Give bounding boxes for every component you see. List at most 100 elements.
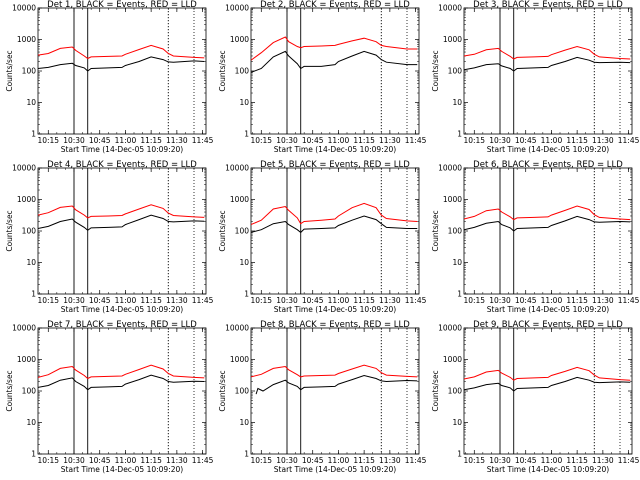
x-tick-label: 11:15 xyxy=(353,296,375,305)
plot-frame xyxy=(37,327,207,455)
x-tick-label: 10:30 xyxy=(276,136,298,145)
chart-svg: Det 1, BLACK = Events, RED = LLD 1 10 100 10… xyxy=(5,0,214,154)
x-tick-label: 10:30 xyxy=(489,296,511,305)
y-tick-label: 10 xyxy=(26,258,36,267)
x-axis-label: Start Time (14-Dec-05 10:09:20) xyxy=(274,465,396,474)
y-tick-label: 1000 xyxy=(17,195,36,204)
y-axis-label: Counts/sec xyxy=(431,210,440,251)
x-tick-label: 11:00 xyxy=(541,136,563,145)
series-line-lld xyxy=(464,366,631,381)
detector-panel: Det 4, BLACK = Events, RED = LLD 1 10 100 10… xyxy=(0,160,214,320)
x-tick-label: 10:45 xyxy=(302,456,324,465)
x-tick-label: 11:45 xyxy=(192,296,214,305)
y-tick-label: 100 xyxy=(448,227,463,236)
x-tick-label: 10:15 xyxy=(37,296,59,305)
series-line-lld xyxy=(38,364,205,380)
x-tick-label: 11:45 xyxy=(618,136,640,145)
x-tick-label: 11:30 xyxy=(379,296,401,305)
x-tick-label: 11:45 xyxy=(192,136,214,145)
y-tick-label: 10 xyxy=(26,418,36,427)
x-tick-label: 11:45 xyxy=(405,296,427,305)
y-tick-label: 1000 xyxy=(17,355,36,364)
x-tick-label: 10:45 xyxy=(89,136,111,145)
y-tick-label: 1000 xyxy=(443,35,462,44)
y-tick-label: 100 xyxy=(235,227,250,236)
x-axis-label: Start Time (14-Dec-05 10:09:20) xyxy=(274,145,396,154)
chart-svg: Det 5, BLACK = Events, RED = LLD 1 10 100 10… xyxy=(218,160,427,314)
x-tick-label: 11:30 xyxy=(592,456,614,465)
series-line-events xyxy=(464,376,631,392)
y-tick-label: 100 xyxy=(22,387,37,396)
x-axis-label: Start Time (14-Dec-05 10:09:20) xyxy=(487,145,609,154)
x-tick-label: 10:15 xyxy=(463,296,485,305)
x-tick-label: 11:00 xyxy=(541,456,563,465)
y-axis-label: Counts/sec xyxy=(218,210,227,251)
chart-title: Det 1, BLACK = Events, RED = LLD xyxy=(47,0,197,10)
y-tick-label: 10 xyxy=(452,258,462,267)
x-tick-label: 11:15 xyxy=(140,456,162,465)
x-tick-label: 11:00 xyxy=(115,296,137,305)
x-tick-label: 11:30 xyxy=(166,456,188,465)
chart-title: Det 3, BLACK = Events, RED = LLD xyxy=(473,0,623,10)
y-tick-label: 1000 xyxy=(443,355,462,364)
series-line-lld xyxy=(38,44,205,60)
y-tick-label: 100 xyxy=(22,227,37,236)
x-tick-label: 10:45 xyxy=(515,296,537,305)
y-tick-label: 1 xyxy=(457,450,462,459)
y-tick-label: 10000 xyxy=(12,164,36,173)
y-tick-label: 1 xyxy=(31,450,36,459)
series-line-events xyxy=(464,215,631,232)
chart-svg: Det 6, BLACK = Events, RED = LLD 1 10 100 10… xyxy=(431,160,640,314)
x-tick-label: 10:30 xyxy=(63,136,85,145)
detector-panel: Det 8, BLACK = Events, RED = LLD 1 10 100 10… xyxy=(213,320,427,480)
x-tick-label: 10:30 xyxy=(276,296,298,305)
y-axis-label: Counts/sec xyxy=(5,50,14,91)
x-tick-label: 11:00 xyxy=(328,136,350,145)
series-line-events xyxy=(38,374,205,391)
y-tick-label: 1 xyxy=(457,130,462,139)
x-tick-label: 11:00 xyxy=(115,136,137,145)
y-tick-label: 10000 xyxy=(438,324,462,333)
y-axis-label: Counts/sec xyxy=(218,50,227,91)
series-line-events xyxy=(251,215,418,234)
chart-svg: Det 4, BLACK = Events, RED = LLD 1 10 100 10… xyxy=(5,160,214,314)
x-tick-label: 11:30 xyxy=(166,136,188,145)
y-axis-label: Counts/sec xyxy=(431,50,440,91)
series-line-events xyxy=(464,56,631,72)
chart-title: Det 7, BLACK = Events, RED = LLD xyxy=(47,320,197,330)
plot-frame xyxy=(463,167,633,295)
x-tick-label: 10:15 xyxy=(463,136,485,145)
y-tick-label: 1 xyxy=(31,130,36,139)
chart-svg: Det 8, BLACK = Events, RED = LLD 1 10 100 10… xyxy=(218,320,427,474)
y-tick-label: 10000 xyxy=(438,164,462,173)
x-tick-label: 11:45 xyxy=(618,456,640,465)
x-tick-label: 10:30 xyxy=(63,456,85,465)
y-tick-label: 10000 xyxy=(12,324,36,333)
y-tick-label: 10 xyxy=(452,418,462,427)
x-tick-label: 10:45 xyxy=(515,136,537,145)
x-tick-label: 10:30 xyxy=(489,456,511,465)
x-tick-label: 11:30 xyxy=(166,296,188,305)
y-tick-label: 1000 xyxy=(17,35,36,44)
x-tick-label: 10:30 xyxy=(63,296,85,305)
x-tick-label: 11:45 xyxy=(405,456,427,465)
chart-svg: Det 3, BLACK = Events, RED = LLD 1 10 100 10… xyxy=(431,0,640,154)
y-tick-label: 100 xyxy=(235,67,250,76)
x-tick-label: 11:15 xyxy=(566,456,588,465)
y-tick-label: 100 xyxy=(235,387,250,396)
x-tick-label: 10:15 xyxy=(37,456,59,465)
series-line-lld xyxy=(464,45,631,60)
y-tick-label: 10000 xyxy=(438,4,462,13)
detector-panel: Det 2, BLACK = Events, RED = LLD 1 10 100 10… xyxy=(213,0,427,160)
x-tick-label: 10:45 xyxy=(302,296,324,305)
x-tick-label: 10:15 xyxy=(250,296,272,305)
y-tick-label: 1 xyxy=(457,290,462,299)
y-tick-label: 100 xyxy=(22,67,37,76)
x-tick-label: 11:15 xyxy=(140,296,162,305)
x-tick-label: 11:45 xyxy=(405,136,427,145)
plot-frame xyxy=(37,7,207,135)
x-tick-label: 10:15 xyxy=(37,136,59,145)
series-line-lld xyxy=(38,204,205,219)
x-tick-label: 11:45 xyxy=(618,296,640,305)
